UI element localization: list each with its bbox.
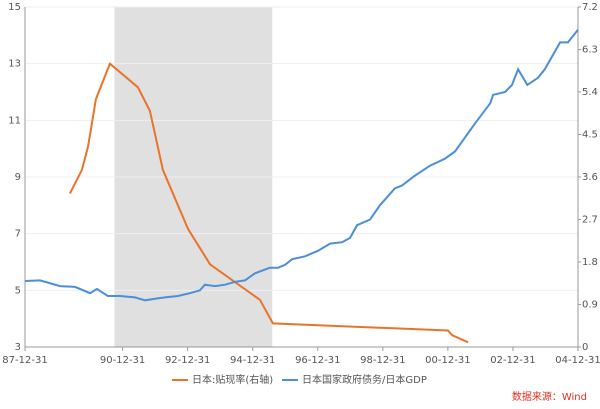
y-tick-label: 13 (8, 59, 21, 70)
x-tick-label: 87-12-31 (2, 355, 47, 366)
y2-tick-label: 6.3 (582, 45, 598, 56)
x-tick-label: 92-12-31 (165, 355, 210, 366)
y-tick-label: 15 (8, 2, 21, 13)
x-tick-label: 00-12-31 (425, 355, 470, 366)
legend-label: 日本:贴现率(右轴) (192, 373, 273, 386)
y-tick-label: 3 (15, 342, 21, 353)
legend-label: 日本国家政府债务/日本GDP (302, 373, 427, 386)
y2-tick-label: 0.9 (582, 300, 598, 311)
y-tick-label: 7 (15, 229, 21, 240)
series-line (24, 29, 579, 302)
y2-tick-label: 5.4 (582, 87, 598, 98)
y-tick-label: 9 (15, 172, 21, 183)
y2-tick-label: 0 (582, 342, 588, 353)
y2-tick-label: 2.7 (582, 215, 598, 226)
y-tick-label: 11 (8, 115, 21, 126)
x-tick-label: 04-12-31 (555, 355, 600, 366)
y2-tick-label: 4.5 (582, 130, 598, 141)
plot: 3 5 7 9 11 13 15 0 0.9 1.8 2.7 3.6 4.5 5.4 6.3 7.2 87-12… (2, 2, 600, 386)
x-tick-label: 90-12-31 (100, 355, 145, 366)
y2-tick-label: 1.8 (582, 257, 598, 268)
x-tick-label: 02-12-31 (490, 355, 535, 366)
x-tick-label: 94-12-31 (230, 355, 275, 366)
source-note: 数据来源：Wind (512, 390, 587, 403)
y2-tick-label: 3.6 (582, 172, 598, 183)
series-line (69, 62, 469, 344)
y-tick-label: 5 (15, 285, 21, 296)
y2-tick-label: 7.2 (582, 2, 598, 13)
x-tick-label: 96-12-31 (295, 355, 340, 366)
x-tick-label: 98-12-31 (360, 355, 405, 366)
